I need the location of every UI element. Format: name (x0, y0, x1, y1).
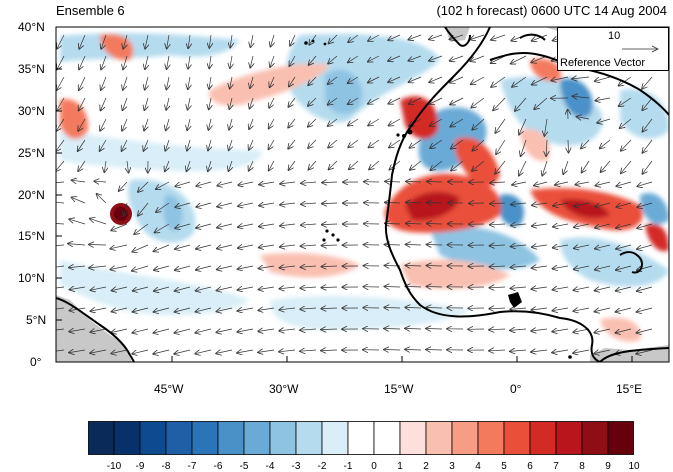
wind-vector-arrow (426, 329, 442, 330)
colorbar-swatch (608, 422, 634, 455)
colorbar-tick-label: 7 (553, 461, 559, 472)
colorbar-swatch (504, 422, 530, 455)
lon-tick-label: 45°W (154, 382, 183, 396)
colorbar-swatch (192, 422, 218, 455)
lat-tick-label: 5°N (26, 313, 46, 327)
lon-tick-label: 15°W (384, 382, 413, 396)
colorbar-tick-label: 1 (397, 461, 403, 472)
colorbar-swatch (400, 422, 426, 455)
reference-vector-legend: 10 Reference Vector (557, 27, 669, 71)
colorbar-swatch (244, 422, 270, 455)
colorbar-swatch (374, 422, 400, 455)
colorbar-tick-label: 8 (579, 461, 585, 472)
wind-vector-arrow (426, 350, 442, 351)
wind-vector-arrow (385, 245, 400, 246)
colorbar-tick-label: 0 (371, 461, 377, 472)
colorbar-swatch (582, 422, 608, 455)
colorbar-tick-label: -2 (318, 461, 327, 472)
lon-tick-label: 0° (510, 382, 521, 396)
wind-vector-arrow (427, 182, 442, 183)
wind-vector-arrow (427, 245, 442, 246)
lat-tick-label: 0° (30, 355, 41, 369)
wind-vector-arrow (384, 308, 400, 309)
colorbar-swatch (114, 422, 140, 455)
wind-vector-arrow (427, 266, 442, 267)
reference-arrow-icon (622, 44, 662, 54)
wind-vector-arrow (427, 203, 442, 204)
colorbar-tick-label: -9 (136, 461, 145, 472)
colorbar (88, 421, 634, 455)
colorbar-tick-label: 3 (449, 461, 455, 472)
colorbar-swatch (322, 422, 348, 455)
colorbar-swatch (218, 422, 244, 455)
colorbar-tick-label: 9 (605, 461, 611, 472)
colorbar-swatch (530, 422, 556, 455)
colorbar-swatch (478, 422, 504, 455)
colorbar-tick-label: -5 (240, 461, 249, 472)
colorbar-swatch (296, 422, 322, 455)
colorbar-tick-label: -3 (292, 461, 301, 472)
colorbar-swatch (166, 422, 192, 455)
colorbar-swatch (140, 422, 166, 455)
lat-tick-label: 30°N (18, 104, 45, 118)
lat-tick-label: 10°N (18, 271, 45, 285)
lat-tick-label: 35°N (18, 62, 45, 76)
colorbar-swatch (452, 422, 478, 455)
colorbar-tick-label: -6 (214, 461, 223, 472)
lat-tick-label: 20°N (18, 188, 45, 202)
lon-tick-label: 15°E (616, 382, 642, 396)
reference-vector-magnitude: 10 (608, 30, 620, 42)
lat-tick-label: 40°N (18, 20, 45, 34)
wind-vector-arrow (89, 245, 106, 246)
reference-vector-label: Reference Vector (560, 57, 645, 69)
colorbar-tick-label: 4 (475, 461, 481, 472)
colorbar-tick-label: -8 (162, 461, 171, 472)
colorbar-swatch (88, 422, 114, 455)
wind-vector-arrow (426, 308, 442, 309)
wind-vector-arrow (385, 287, 401, 288)
lat-tick-label: 25°N (18, 146, 45, 160)
colorbar-swatch (348, 422, 374, 455)
lon-tick-label: 30°W (269, 382, 298, 396)
lat-tick-label: 15°N (18, 229, 45, 243)
colorbar-tick-label: 6 (527, 461, 533, 472)
colorbar-tick-label: -7 (188, 461, 197, 472)
colorbar-tick-label: -4 (266, 461, 275, 472)
wind-vector-arrow (427, 287, 443, 288)
colorbar-tick-label: 2 (423, 461, 429, 472)
colorbar-tick-label: -10 (107, 461, 121, 472)
colorbar-tick-label: -1 (344, 461, 353, 472)
wind-vector-arrow (384, 350, 400, 351)
colorbar-tick-label: 5 (501, 461, 507, 472)
colorbar-tick-label: 10 (628, 461, 639, 472)
colorbar-swatch (556, 422, 582, 455)
wind-vector-arrow (384, 329, 400, 330)
colorbar-swatch (426, 422, 452, 455)
wind-vector-arrow (568, 140, 569, 153)
wind-vector-arrow (427, 224, 442, 225)
colorbar-swatch (270, 422, 296, 455)
